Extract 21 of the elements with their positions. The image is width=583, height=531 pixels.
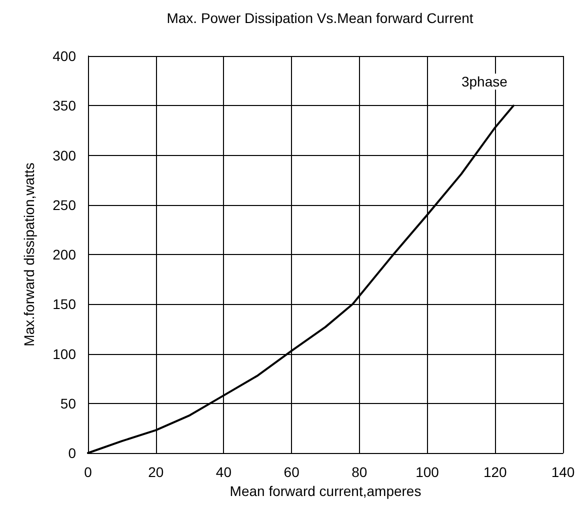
y-tick-label: 250	[52, 196, 76, 213]
x-tick-label: 80	[352, 464, 368, 480]
y-axis-title: Max.forward dissipation,watts	[21, 162, 37, 346]
x-axis-title: Mean forward current,amperes	[230, 482, 422, 499]
x-tick-label: 140	[551, 464, 575, 480]
y-tick-label: 300	[52, 147, 76, 164]
chart-title: Max. Power Dissipation Vs.Mean forward Current	[166, 10, 474, 26]
x-tick-label: 60	[284, 464, 300, 480]
x-tick-label: 40	[216, 464, 232, 480]
y-tick-label: 100	[52, 346, 76, 362]
x-tick-label: 120	[483, 464, 508, 480]
y-tick-label: 200	[52, 246, 76, 262]
y-tick-label: 350	[52, 98, 76, 114]
y-tick-label: 0	[68, 445, 76, 461]
series-label: 3phase	[461, 74, 508, 90]
y-tick-label: 400	[52, 48, 76, 64]
x-tick-label: 20	[148, 464, 164, 480]
y-tick-label: 50	[60, 395, 76, 412]
x-tick-label: 100	[416, 464, 440, 480]
x-tick-label: 0	[84, 464, 92, 480]
y-tick-label: 150	[52, 296, 76, 312]
